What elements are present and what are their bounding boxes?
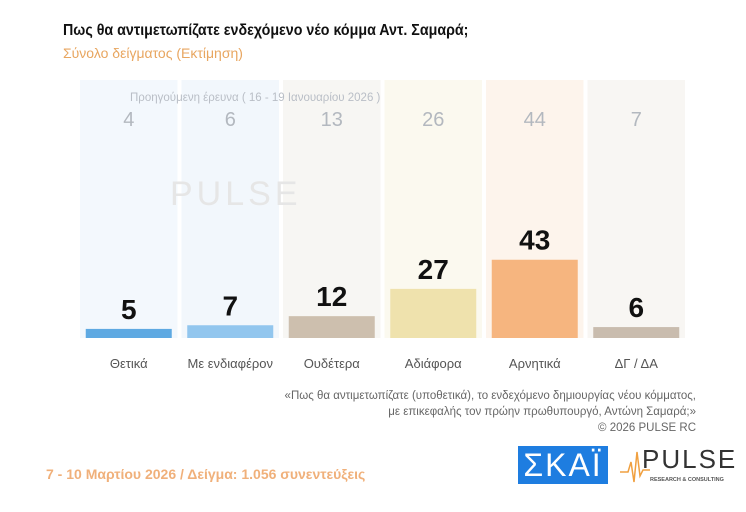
pulse-wave-icon [620,451,650,483]
pulse-watermark: PULSE [170,175,302,213]
previous-survey-label: Προηγούμενη έρευνα ( 16 - 19 Ιανουαρίου … [130,92,381,104]
copyright: © 2026 PULSE RC [598,422,696,434]
bar [593,327,680,338]
survey-footer: 7 - 10 Μαρτίου 2026 / Δείγμα: 1.056 συνε… [46,466,366,482]
bar-chart: 5 4 Θετικά 7 6 Με ενδιαφέρον 12 13 Ουδέτερα 27 26 Α… [80,80,685,371]
category-label: Ουδέτερα [304,356,361,371]
category-label: ΔΓ / ΔΑ [615,356,659,371]
previous-value-label: 7 [631,109,642,131]
bar-value-label: 6 [628,292,644,323]
previous-value-label: 44 [524,109,546,131]
bar-value-label: 27 [418,254,449,285]
category-label: Αρνητικά [509,356,561,371]
bar [85,328,172,338]
previous-value-label: 6 [225,109,236,131]
chart-title: Πως θα αντιμετωπίζατε ενδεχόμενο νέο κόμ… [63,22,469,39]
note-line-2: με επικεφαλής τον πρώην πρωθυπουργό, Αντ… [388,406,696,418]
question-note: «Πως θα αντιμετωπίζατε (υποθετικά), το ε… [285,388,696,436]
bar [390,288,477,338]
bar [288,316,375,338]
bar-value-label: 12 [316,281,347,312]
bar-value-label: 5 [121,294,137,325]
pulse-logo: PULSE RESEARCH & CONSULTING [620,444,735,486]
category-label: Με ενδιαφέρον [187,356,273,371]
skai-logo: ΣΚΑΪ [518,446,608,484]
column-background [283,80,381,338]
previous-value-label: 26 [422,109,444,131]
bar [491,259,578,338]
category-label: Αδιάφορα [405,356,462,371]
bar-value-label: 43 [519,225,550,256]
column-background [80,80,178,338]
note-line-1: «Πως θα αντιμετωπίζατε (υποθετικά), το ε… [284,390,696,402]
column-background [587,80,685,338]
previous-value-label: 13 [321,109,343,131]
previous-value-label: 4 [123,109,134,131]
category-label: Θετικά [110,356,148,371]
column-background [181,80,279,338]
bar-value-label: 7 [222,290,238,321]
chart-subtitle: Σύνολο δείγματος (Εκτίμηση) [63,45,243,61]
bar [187,325,274,338]
